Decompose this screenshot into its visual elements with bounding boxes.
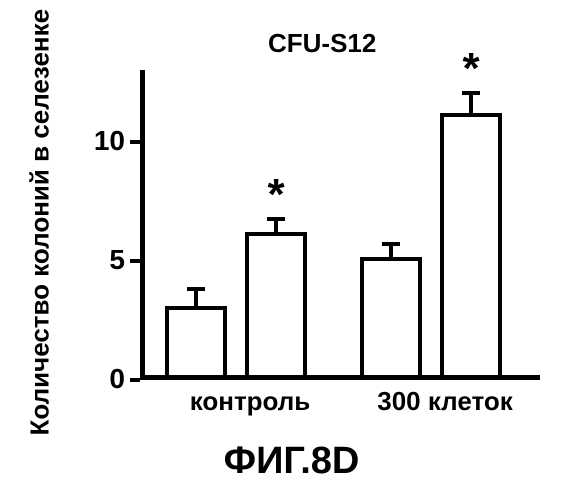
- y-tick-mark: [130, 378, 140, 382]
- y-tick-mark: [130, 140, 140, 144]
- significance-marker: *: [456, 47, 486, 91]
- error-bar-stem: [469, 93, 473, 113]
- significance-marker: *: [261, 173, 291, 217]
- y-tick-label: 10: [75, 125, 125, 157]
- y-tick-label: 0: [75, 363, 125, 395]
- bar: [245, 232, 307, 375]
- error-bar-cap: [382, 242, 400, 246]
- x-group-label: контроль: [150, 386, 350, 417]
- x-group-label: 300 клеток: [345, 386, 545, 417]
- bar: [440, 113, 502, 375]
- figure-label: ФИГ.8D: [0, 440, 583, 483]
- error-bar-stem: [194, 289, 198, 306]
- y-tick-mark: [130, 259, 140, 263]
- bar: [360, 257, 422, 375]
- chart-container: { "chart": { "type": "bar", "title": "CF…: [0, 0, 583, 500]
- y-axis-line: [140, 70, 145, 380]
- x-axis-line: [140, 375, 540, 380]
- bar: [165, 306, 227, 375]
- y-tick-label: 5: [75, 244, 125, 276]
- plot-area: 0510**контроль300 клеток: [140, 70, 540, 380]
- error-bar-cap: [187, 287, 205, 291]
- chart-title: CFU-S12: [268, 28, 376, 59]
- y-axis-label: Количество колоний в селезенке: [25, 16, 56, 436]
